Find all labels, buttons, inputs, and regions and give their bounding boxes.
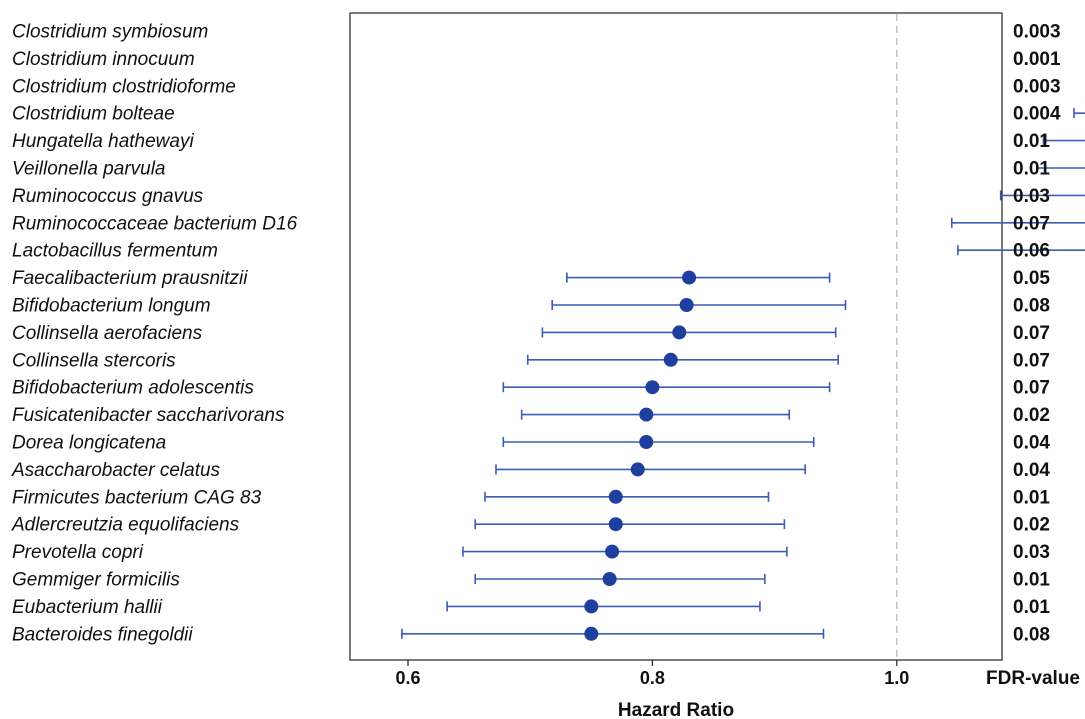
species-label: Lactobacillus fermentum [12, 241, 218, 262]
species-label: Dorea longicatena [12, 433, 166, 454]
species-label: Firmicutes bacterium CAG 83 [12, 487, 262, 508]
hr-point [608, 517, 623, 532]
species-label: Bifidobacterium adolescentis [12, 378, 254, 399]
species-label: Prevotella copri [12, 542, 144, 563]
fdr-value: 0.03 [1013, 186, 1050, 207]
fdr-value: 0.01 [1013, 487, 1050, 508]
species-label: Veillonella parvula [12, 159, 166, 180]
hr-point [639, 435, 654, 449]
confidence-intervals [401, 108, 1085, 639]
fdr-value: 0.02 [1013, 405, 1050, 426]
species-label: Hungatella hathewayi [12, 131, 194, 152]
species-label: Clostridium bolteae [12, 104, 175, 125]
species-label: Gemmiger formicilis [12, 570, 180, 591]
x-axis-title: Hazard Ratio [618, 700, 734, 719]
species-labels: Clostridium symbiosum Clostridium innocuu… [11, 22, 298, 646]
fdr-value: 0.06 [1013, 241, 1050, 262]
fdr-value: 0.07 [1013, 213, 1050, 234]
hr-point [608, 489, 623, 504]
hr-point [679, 298, 694, 312]
species-label: Faecalibacterium prausnitzii [12, 268, 248, 289]
fdr-value: 0.02 [1013, 515, 1050, 536]
fdr-value: 0.05 [1013, 268, 1050, 289]
fdr-value: 0.04 [1013, 433, 1050, 454]
fdr-value: 0.08 [1013, 296, 1050, 317]
species-label: Bacteroides finegoldii [12, 624, 193, 645]
hr-point [672, 325, 687, 340]
hazard-ratio-points [584, 270, 697, 641]
species-label: Fusicatenibacter saccharivorans [12, 405, 285, 426]
species-label: Eubacterium hallii [12, 597, 163, 618]
fdr-value: 0.01 [1013, 131, 1050, 152]
plot-frame [349, 12, 1003, 661]
species-label: Clostridium innocuum [12, 49, 195, 70]
fdr-value: 0.08 [1013, 624, 1050, 645]
fdr-values: 0.003 0.001 0.003 0.004 0.01 0.01 0.03 0.07 0.06… [1013, 22, 1061, 646]
fdr-value: 0.01 [1013, 570, 1050, 591]
x-tick-label: 1.0 [884, 668, 909, 688]
hr-point [605, 544, 620, 559]
fdr-value: 0.003 [1013, 22, 1061, 43]
species-label: Clostridium symbiosum [12, 22, 208, 43]
x-tick-label: 0.6 [395, 668, 420, 688]
hr-point [602, 572, 617, 586]
fdr-header: FDR-value [986, 668, 1080, 689]
x-axis-ticks: 0.60.81.01.21.4 [395, 660, 909, 688]
fdr-value: 0.004 [1013, 104, 1061, 125]
fdr-value: 0.04 [1013, 460, 1050, 481]
species-label: Ruminococcus gnavus [12, 186, 204, 207]
hr-point [630, 462, 645, 477]
species-label: Clostridium clostridioforme [12, 76, 236, 97]
x-tick-label: 0.8 [640, 668, 665, 688]
hr-point [663, 352, 678, 367]
fdr-value: 0.07 [1013, 323, 1050, 344]
hr-point [584, 626, 599, 641]
hr-point [645, 380, 660, 395]
species-label: Bifidobacterium longum [12, 296, 211, 317]
hr-point [584, 599, 599, 614]
hr-point [682, 270, 697, 285]
fdr-value: 0.01 [1013, 159, 1050, 180]
fdr-value: 0.07 [1013, 350, 1050, 371]
fdr-value: 0.01 [1013, 597, 1050, 618]
fdr-value: 0.03 [1013, 542, 1050, 563]
species-label: Collinsella stercoris [12, 350, 176, 371]
fdr-value: 0.001 [1013, 49, 1061, 70]
fdr-value: 0.07 [1013, 378, 1050, 399]
fdr-value: 0.003 [1013, 76, 1061, 97]
species-label: Ruminococcaceae bacterium D16 [12, 213, 298, 234]
species-label: Asaccharobacter celatus [11, 460, 221, 481]
species-label: Collinsella aerofaciens [12, 323, 203, 344]
hr-point [639, 407, 654, 422]
species-label: Adlercreutzia equolifaciens [11, 515, 240, 536]
